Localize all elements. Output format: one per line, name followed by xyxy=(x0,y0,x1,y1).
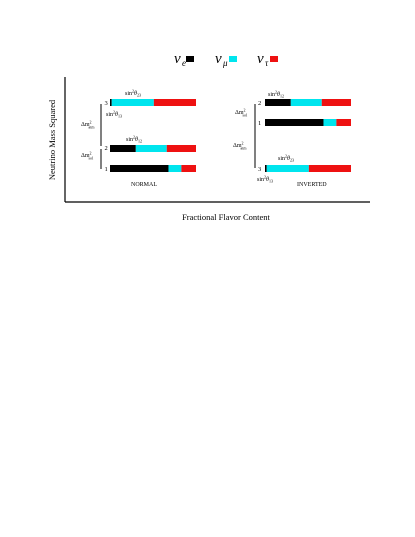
legend-symbol: ν xyxy=(257,51,264,67)
legend-swatch-nu-tau xyxy=(270,56,278,62)
legend-symbol: ν xyxy=(215,51,222,67)
segment-nu-tau xyxy=(181,165,196,172)
mixing-angle-label: sin2θ12 xyxy=(126,135,142,144)
mixing-angle-label: sin2θ23 xyxy=(125,89,141,98)
y-axis-label: Neutrino Mass Squared xyxy=(47,99,57,180)
mixing-angle-label: sin2θ23 xyxy=(278,154,294,163)
segment-nu-tau xyxy=(166,145,196,152)
state-label-2: 2 xyxy=(258,100,261,107)
x-axis-label: Fractional Flavor Content xyxy=(182,212,270,222)
hierarchy-label-inverted: INVERTED xyxy=(297,182,327,188)
mass-bar-3 xyxy=(265,165,351,172)
segment-nu-tau xyxy=(321,99,351,106)
segment-nu-e xyxy=(265,165,267,172)
legend-subscript: e xyxy=(182,58,186,68)
mixing-angle-label: sin2θ13 xyxy=(106,110,122,119)
legend-swatch-nu-mu xyxy=(229,56,237,62)
segment-nu-e xyxy=(265,119,324,126)
state-label-1: 1 xyxy=(258,120,261,127)
legend-subscript: τ xyxy=(265,58,269,68)
legend-item-nu-e: ν e xyxy=(174,51,194,68)
legend-item-nu-mu: ν μ xyxy=(215,51,237,68)
state-label-1: 1 xyxy=(105,166,108,173)
segment-nu-e xyxy=(110,145,136,152)
state-label-3: 3 xyxy=(105,100,108,107)
legend-subscript: μ xyxy=(222,58,228,68)
mixing-angle-label: sin2θ12 xyxy=(268,90,284,99)
segment-nu-tau xyxy=(153,99,196,106)
segment-nu-mu xyxy=(290,99,322,106)
splitting-label-sol: Δm2 sol xyxy=(235,108,248,118)
splitting-label-sol: Δm2 sol xyxy=(81,151,94,161)
segment-nu-tau xyxy=(308,165,351,172)
splitting-label-atm: Δm2 atm xyxy=(81,120,95,130)
segment-nu-mu xyxy=(135,145,167,152)
segment-nu-e xyxy=(110,99,112,106)
segment-nu-tau xyxy=(336,119,351,126)
mass-bar-2 xyxy=(265,99,351,106)
mass-bar-3 xyxy=(110,99,196,106)
segment-nu-e xyxy=(110,165,169,172)
state-label-3: 3 xyxy=(258,166,261,173)
legend-item-nu-tau: ν τ xyxy=(257,51,278,68)
mass-bar-1 xyxy=(265,119,351,126)
legend-swatch-nu-e xyxy=(186,56,194,62)
segment-nu-e xyxy=(265,99,291,106)
segment-nu-mu xyxy=(266,165,309,172)
hierarchy-label-normal: NORMAL xyxy=(131,182,157,188)
segment-nu-mu xyxy=(323,119,337,126)
mass-bar-2 xyxy=(110,145,196,152)
legend: ν e ν μ ν τ xyxy=(174,51,278,68)
segment-nu-mu xyxy=(111,99,154,106)
legend-symbol: ν xyxy=(174,51,181,67)
segment-nu-mu xyxy=(168,165,182,172)
hierarchy-normal: 3 sin2θ23 sin2θ13 Δm2 atm 2 sin2θ12 Δm2 so… xyxy=(81,89,196,188)
splitting-label-atm: Δm2 atm xyxy=(233,141,247,151)
mixing-angle-label: sin2θ13 xyxy=(257,175,273,184)
mass-bar-1 xyxy=(110,165,196,172)
hierarchy-inverted: sin2θ12 2 Δm2 sol 1 Δm2 atm sin2θ23 3 xyxy=(233,90,351,188)
state-label-2: 2 xyxy=(105,145,108,152)
